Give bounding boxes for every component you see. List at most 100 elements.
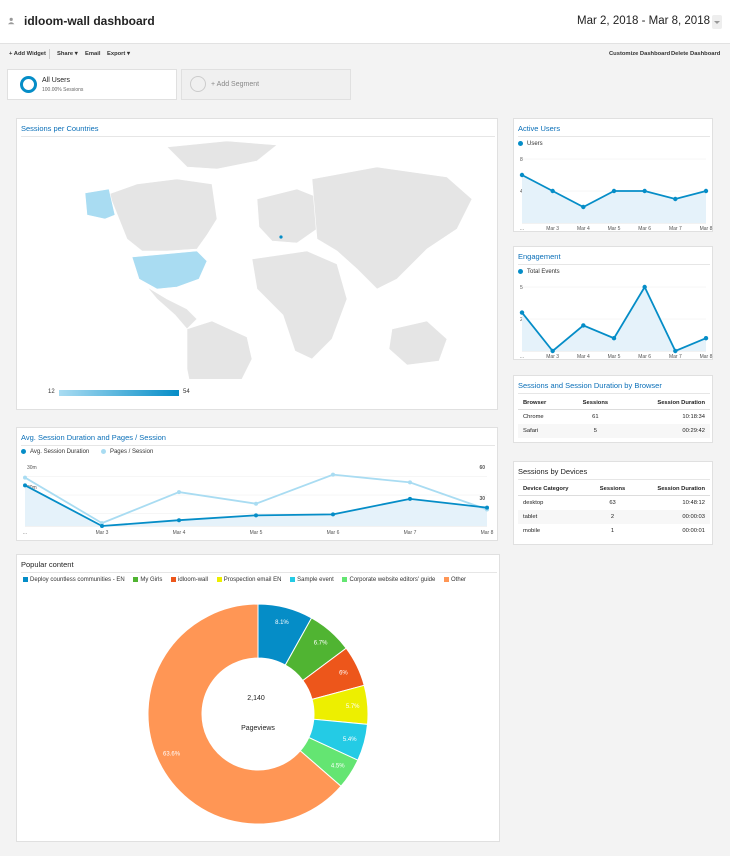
dashboard-header — [0, 0, 730, 44]
col-sessions[interactable]: Sessions — [589, 483, 636, 496]
data-point[interactable] — [703, 336, 709, 341]
donut-center-value: 2,140 — [247, 695, 265, 702]
data-point-pages[interactable] — [100, 521, 104, 526]
col-device-category[interactable]: Device Category — [518, 483, 590, 496]
data-point[interactable] — [550, 188, 555, 194]
data-point-duration[interactable] — [254, 513, 258, 518]
devices-table: Device Category Sessions Session Duration … — [518, 483, 710, 538]
delete-dashboard-button[interactable]: Delete Dashboard — [671, 51, 721, 57]
share-button[interactable]: Share ▾ — [57, 51, 78, 57]
data-point-pages[interactable] — [331, 472, 335, 477]
x-tick-label: Mar 6 — [638, 354, 651, 359]
south-america-shape — [186, 320, 253, 379]
data-point-pages[interactable] — [254, 501, 258, 506]
canada-shape — [108, 178, 218, 252]
series-area — [522, 175, 706, 223]
legend-label: idloom-wall — [178, 577, 209, 583]
user-icon — [8, 17, 15, 25]
x-tick-label: Mar 6 — [327, 530, 340, 536]
cell-duration: 00:29:42 — [622, 424, 710, 438]
email-button[interactable]: Email — [85, 51, 101, 57]
data-point[interactable] — [519, 310, 525, 315]
x-tick-label: Mar 5 — [608, 226, 621, 231]
legend-label: Deploy countless communities - EN — [30, 577, 125, 583]
popular-content-donut[interactable]: 8.1% 6.7% 6% 5.7% 5.4% 4.5% 63.6% — [147, 603, 369, 825]
greenland-shape — [166, 140, 278, 170]
table-row: mobile 1 00:00:01 — [518, 524, 710, 538]
data-point-pages[interactable] — [177, 490, 181, 495]
export-button[interactable]: Export ▾ — [107, 51, 130, 57]
series-area — [25, 485, 487, 526]
popular-content-widget: Popular content Deploy countless communi… — [16, 554, 500, 842]
customize-dashboard-button[interactable]: Customize Dashboard — [609, 51, 671, 57]
data-point-duration[interactable] — [331, 512, 335, 517]
col-sessions[interactable]: Sessions — [568, 397, 623, 410]
data-point-duration[interactable] — [177, 518, 181, 523]
data-point[interactable] — [519, 172, 525, 178]
col-session-duration[interactable]: Session Duration — [635, 483, 710, 496]
segment-all-users[interactable]: All Users 100.00% Sessions — [7, 69, 177, 100]
col-session-duration[interactable]: Session Duration — [622, 397, 710, 410]
legend-label: My Girls — [140, 577, 163, 583]
x-tick-label: Mar 3 — [96, 530, 109, 536]
legend-item[interactable]: Prospection email EN — [216, 576, 281, 583]
data-point[interactable] — [673, 196, 678, 202]
legend-item[interactable]: Deploy countless communities - EN — [23, 576, 125, 583]
active-users-chart[interactable]: 8 4... Mar 3 Mar 4 Mar 5 Mar 6 Mar 7 Mar 8 — [514, 151, 714, 231]
legend-item[interactable]: Sample event — [290, 576, 334, 583]
data-point-duration[interactable] — [100, 524, 104, 528]
slice-label: 5.7% — [346, 704, 360, 710]
africa-shape — [251, 250, 348, 360]
color-scale-bar — [59, 390, 179, 396]
data-point[interactable] — [550, 348, 555, 354]
data-point[interactable] — [611, 336, 617, 341]
data-point-pages[interactable] — [408, 480, 412, 485]
cell-device: tablet — [518, 510, 590, 524]
slice-label: 5.4% — [343, 737, 357, 743]
data-point-pages[interactable] — [23, 475, 27, 480]
widget-divider — [21, 572, 497, 573]
cell-browser: Safari — [518, 424, 569, 438]
table-row: tablet 2 00:00:03 — [518, 510, 710, 524]
slice-label: 4.5% — [331, 764, 345, 770]
legend-item[interactable]: Other — [444, 576, 466, 583]
data-point[interactable] — [581, 323, 586, 328]
donut-slice[interactable] — [147, 603, 342, 825]
data-point[interactable] — [642, 284, 647, 290]
y-tick-label: 30m — [27, 465, 37, 471]
widget-title: Popular content — [21, 560, 74, 569]
data-point-duration[interactable] — [408, 496, 412, 501]
avg-session-widget: Avg. Session Duration and Pages / Sessio… — [16, 427, 498, 541]
add-widget-button[interactable]: + Add Widget — [9, 51, 46, 57]
col-browser[interactable]: Browser — [518, 397, 569, 410]
widget-divider — [21, 136, 495, 137]
chevron-down-icon[interactable] — [712, 15, 722, 29]
central-america-shape — [146, 286, 198, 330]
toolbar-divider — [49, 49, 50, 59]
widget-title: Active Users — [518, 124, 561, 133]
asia-shape — [311, 166, 473, 290]
date-range-picker[interactable]: Mar 2, 2018 - Mar 8, 2018 — [577, 15, 710, 27]
legend-item[interactable]: My Girls — [133, 576, 163, 583]
add-segment-button[interactable]: + Add Segment — [181, 69, 351, 100]
world-map[interactable] — [47, 139, 477, 379]
data-point[interactable] — [673, 348, 678, 354]
data-point[interactable] — [581, 204, 586, 210]
legend-label: Total Events — [527, 269, 560, 276]
legend-item[interactable]: Corporate website editors' guide — [342, 576, 435, 583]
x-tick-label: Mar 5 — [608, 354, 621, 359]
x-tick-label: Mar 6 — [638, 226, 651, 231]
x-tick-label: Mar 4 — [173, 530, 186, 536]
engagement-widget: Engagement Total Events 52.5...Mar 3Mar … — [513, 246, 713, 360]
data-point[interactable] — [703, 188, 709, 194]
data-point-duration[interactable] — [485, 505, 489, 510]
data-point[interactable] — [611, 188, 617, 194]
data-point-duration[interactable] — [23, 483, 27, 488]
legend-item[interactable]: idloom-wall — [171, 576, 209, 583]
legend-swatch — [133, 576, 139, 582]
data-point[interactable] — [642, 188, 647, 194]
x-tick-label: Mar 4 — [577, 226, 590, 231]
legend-swatch — [23, 576, 28, 582]
